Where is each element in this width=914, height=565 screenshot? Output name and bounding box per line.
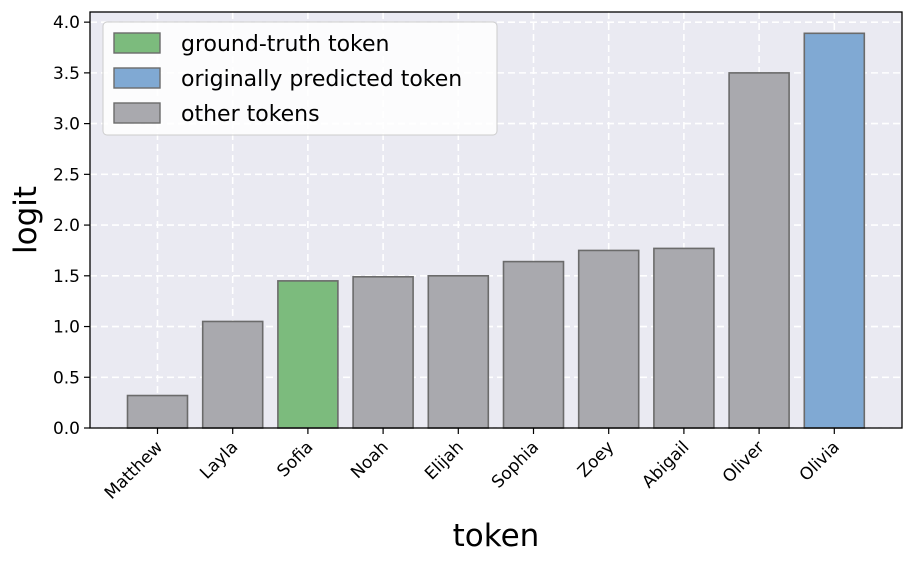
bar-noah <box>352 276 414 429</box>
legend-swatch-predicted <box>113 67 161 89</box>
legend-label-ground: ground-truth token <box>181 32 389 57</box>
legend-label-other: other tokens <box>181 102 320 127</box>
y-tick-label: 0.5 <box>53 368 80 388</box>
bar-oliver <box>728 72 790 429</box>
x-tick-label: Sophia <box>488 437 543 492</box>
plot-frame <box>89 11 903 429</box>
x-tick-label: Oliver <box>719 437 769 487</box>
x-tick-label: Abigail <box>638 437 693 492</box>
legend-box <box>102 21 498 136</box>
y-tick-label: 1.5 <box>53 267 80 287</box>
x-axis-title: token <box>453 518 540 554</box>
x-tick-label: Noah <box>347 437 392 482</box>
x-tick-label: Layla <box>196 437 242 483</box>
bar-sofia <box>277 280 339 429</box>
bar-olivia <box>803 32 866 429</box>
y-tick-label: 2.0 <box>53 216 80 236</box>
x-tick-label: Zoey <box>574 437 618 481</box>
x-tick-label: Sofia <box>273 437 317 481</box>
legend-label-predicted: originally predicted token <box>181 67 462 92</box>
legend-swatch-ground <box>113 32 161 54</box>
y-tick-label: 3.0 <box>53 115 80 135</box>
legend: ground-truth token originally predicted t… <box>102 21 498 136</box>
y-tick-label: 2.5 <box>53 165 80 185</box>
y-tick-label: 0.0 <box>53 419 80 439</box>
x-axis-ticks: Matthew Layla Sofia Noah Elijah Sophia Zoey Abi… <box>101 428 844 504</box>
y-axis-ticks: 0.0 0.5 1.0 1.5 2.0 2.5 3.0 3.5 4.0 <box>53 13 90 439</box>
y-tick-label: 4.0 <box>53 13 80 33</box>
x-tick-label: Elijah <box>421 437 468 484</box>
bar-sophia <box>502 260 565 429</box>
bar-elijah <box>427 275 490 429</box>
x-tick-label: Matthew <box>101 437 167 503</box>
bar-layla <box>201 320 264 429</box>
bar-matthew <box>126 394 189 429</box>
legend-swatch-other <box>113 102 161 124</box>
x-tick-label: Olivia <box>796 437 844 485</box>
y-axis-title: logit <box>8 186 44 254</box>
bar-zoey <box>577 249 640 429</box>
y-tick-label: 1.0 <box>53 318 80 338</box>
bar-abigail <box>653 247 715 429</box>
bars <box>126 32 866 429</box>
y-tick-label: 3.5 <box>53 64 80 84</box>
